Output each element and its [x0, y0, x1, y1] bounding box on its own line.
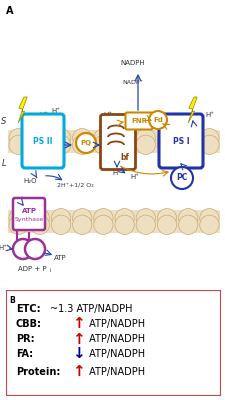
Circle shape [51, 135, 70, 154]
Circle shape [115, 208, 134, 228]
Text: CBB:: CBB: [16, 319, 41, 329]
Text: L: L [2, 158, 6, 168]
Circle shape [157, 208, 176, 228]
Text: H⁺: H⁺ [130, 174, 139, 180]
Text: H⁺: H⁺ [103, 112, 112, 118]
Circle shape [178, 215, 197, 234]
Circle shape [93, 208, 112, 228]
Text: H⁺: H⁺ [51, 108, 60, 114]
Text: H⁺: H⁺ [112, 170, 121, 176]
Circle shape [30, 215, 49, 234]
Text: B: B [10, 296, 15, 305]
Circle shape [157, 128, 176, 148]
Circle shape [51, 208, 70, 228]
Text: ↑: ↑ [71, 316, 84, 332]
Circle shape [178, 135, 197, 154]
Circle shape [72, 208, 91, 228]
Circle shape [148, 111, 166, 129]
Text: H⁺: H⁺ [205, 112, 214, 118]
Text: PS I: PS I [172, 136, 189, 146]
Bar [8, 130, 219, 153]
Text: bf: bf [120, 152, 128, 162]
Circle shape [93, 135, 112, 154]
Circle shape [115, 135, 134, 154]
Circle shape [72, 135, 91, 154]
Text: FNR: FNR [130, 118, 146, 124]
Circle shape [25, 239, 45, 259]
FancyBboxPatch shape [158, 114, 202, 168]
Text: ↑: ↑ [71, 364, 84, 380]
Text: 2H⁺+1/2 O₂: 2H⁺+1/2 O₂ [56, 182, 93, 188]
Text: FA:: FA: [16, 349, 33, 359]
Bar [8, 210, 219, 233]
Text: PQ: PQ [80, 140, 91, 146]
Circle shape [30, 208, 49, 228]
Circle shape [199, 208, 218, 228]
Circle shape [135, 215, 155, 234]
Circle shape [135, 135, 155, 154]
Polygon shape [18, 97, 27, 123]
Circle shape [13, 239, 33, 259]
Circle shape [9, 135, 28, 154]
Circle shape [170, 167, 192, 189]
Circle shape [30, 135, 49, 154]
Text: ETC:: ETC: [16, 304, 40, 314]
Text: H⁺: H⁺ [39, 112, 48, 118]
Text: A: A [6, 6, 14, 16]
Text: ATP/NADPH: ATP/NADPH [86, 349, 144, 359]
Circle shape [51, 215, 70, 234]
Circle shape [115, 215, 134, 234]
Text: NADPH: NADPH [120, 60, 145, 66]
Text: ATP: ATP [54, 255, 66, 261]
Text: PS II: PS II [33, 136, 52, 146]
Circle shape [93, 215, 112, 234]
Text: Synthase: Synthase [14, 216, 43, 222]
Circle shape [9, 215, 28, 234]
Circle shape [157, 135, 176, 154]
Circle shape [9, 208, 28, 228]
Text: i: i [50, 268, 51, 272]
Text: Protein:: Protein: [16, 367, 60, 377]
Circle shape [135, 208, 155, 228]
Text: H⁺: H⁺ [0, 245, 7, 251]
Circle shape [76, 133, 96, 153]
Circle shape [178, 128, 197, 148]
Text: H⁺: H⁺ [16, 197, 24, 203]
Text: PC: PC [176, 174, 187, 182]
Circle shape [178, 208, 197, 228]
Circle shape [30, 128, 49, 148]
Text: Fd: Fd [152, 117, 162, 123]
FancyBboxPatch shape [22, 114, 64, 168]
Text: ↓: ↓ [71, 346, 84, 362]
Circle shape [135, 128, 155, 148]
Circle shape [72, 215, 91, 234]
Text: NADP⁺: NADP⁺ [122, 80, 143, 86]
Polygon shape [187, 97, 196, 123]
Text: ATP/NADPH: ATP/NADPH [86, 334, 144, 344]
Circle shape [199, 215, 218, 234]
Circle shape [9, 128, 28, 148]
Circle shape [199, 135, 218, 154]
Circle shape [72, 128, 91, 148]
Circle shape [199, 128, 218, 148]
Text: S: S [1, 116, 7, 126]
Text: ATP/NADPH: ATP/NADPH [86, 367, 144, 377]
Text: ATP/NADPH: ATP/NADPH [86, 319, 144, 329]
FancyBboxPatch shape [13, 198, 45, 230]
Circle shape [157, 215, 176, 234]
Text: ATP: ATP [21, 208, 36, 214]
Circle shape [93, 128, 112, 148]
FancyBboxPatch shape [125, 112, 152, 130]
FancyBboxPatch shape [100, 114, 135, 170]
Circle shape [115, 128, 134, 148]
Circle shape [51, 128, 70, 148]
Text: ADP + P: ADP + P [18, 266, 46, 272]
Text: H₂O: H₂O [23, 178, 37, 184]
Text: PR:: PR: [16, 334, 34, 344]
Text: ~1.3 ATP/NADPH: ~1.3 ATP/NADPH [50, 304, 132, 314]
Text: ↑: ↑ [71, 332, 84, 346]
